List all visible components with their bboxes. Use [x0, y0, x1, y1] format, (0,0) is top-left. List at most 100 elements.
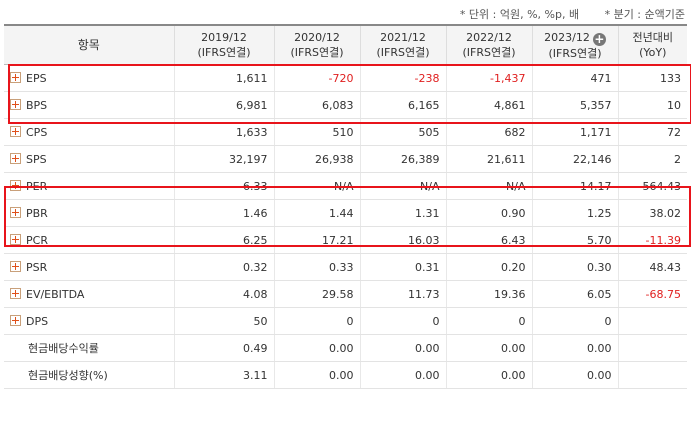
table-cell: 0.90 — [445, 199, 532, 227]
row-label[interactable]: PBR — [4, 199, 174, 227]
table-cell: 4.08 — [173, 280, 274, 308]
header-col-2019: 2019/12 (IFRS연결) — [173, 24, 274, 65]
header-col-2022: 2022/12 (IFRS연결) — [445, 24, 532, 65]
table-cell: 0.31 — [359, 253, 446, 281]
table-cell: N/A — [359, 172, 446, 200]
table-cell: 11.73 — [359, 280, 446, 308]
table-cell: 0.00 — [445, 334, 532, 362]
expand-plus-icon[interactable] — [10, 179, 21, 191]
table-row: PSR 0.32 0.33 0.31 0.20 0.30 48.43 — [4, 253, 687, 281]
row-label[interactable]: BPS — [4, 91, 174, 119]
table-cell: 48.43 — [617, 253, 687, 281]
table-cell: 0.49 — [173, 334, 274, 362]
expand-plus-icon[interactable] — [10, 98, 21, 110]
table-row: EPS 1,611 -720 -238 -1,437 471 133 — [4, 64, 687, 92]
row-label[interactable]: DPS — [4, 307, 174, 335]
table-cell: 2 — [617, 145, 687, 173]
expand-plus-icon[interactable] — [10, 152, 21, 164]
table-cell: 0.00 — [445, 361, 532, 389]
table-cell: 0 — [359, 307, 446, 335]
row-label-text: PER — [26, 179, 48, 193]
row-label[interactable]: PSR — [4, 253, 174, 281]
table-row: DPS 50 0 0 0 0 — [4, 307, 687, 335]
expand-plus-icon[interactable] — [10, 125, 21, 137]
table-cell: 3.11 — [173, 361, 274, 389]
row-label-text: 현금배당수익률 — [28, 342, 99, 355]
table-cell: 6,083 — [273, 91, 360, 119]
row-label[interactable]: PER — [4, 172, 174, 200]
table-cell: 1,171 — [531, 118, 618, 146]
table-cell: 1.31 — [359, 199, 446, 227]
table-cell: -720 — [273, 64, 360, 92]
table-cell: 26,938 — [273, 145, 360, 173]
table-cell: 26,389 — [359, 145, 446, 173]
row-label[interactable]: EV/EBITDA — [4, 280, 174, 308]
financial-ratio-table: 항목 2019/12 (IFRS연결) 2020/12 (IFRS연결) 2021/… — [4, 24, 687, 389]
table-cell: 38.02 — [617, 199, 687, 227]
table-cell: 19.36 — [445, 280, 532, 308]
expand-plus-icon[interactable] — [10, 260, 21, 272]
table-cell: 0.32 — [173, 253, 274, 281]
header-col-2023: 2023/12 + (IFRS연결) — [531, 24, 618, 65]
table-cell — [617, 334, 687, 362]
row-label: 현금배당수익률 — [4, 334, 174, 362]
table-cell: 6.05 — [531, 280, 618, 308]
table-cell: 6,165 — [359, 91, 446, 119]
expand-plus-icon[interactable] — [10, 287, 21, 299]
table-cell: -1,437 — [445, 64, 532, 92]
table-row: 현금배당성향(%) 3.11 0.00 0.00 0.00 0.00 — [4, 361, 687, 389]
expand-plus-icon[interactable] — [10, 233, 21, 245]
expand-plus-icon[interactable] — [10, 206, 21, 218]
table-cell: 5,357 — [531, 91, 618, 119]
table-cell: -68.75 — [617, 280, 687, 308]
table-cell: 0.00 — [531, 361, 618, 389]
row-label-text: DPS — [26, 314, 49, 328]
table-cell: 21,611 — [445, 145, 532, 173]
table-cell: 32,197 — [173, 145, 274, 173]
table-cell: 50 — [173, 307, 274, 335]
row-label-text: 현금배당성향(%) — [28, 369, 108, 382]
header-col-2020: 2020/12 (IFRS연결) — [273, 24, 360, 65]
table-cell: 0.20 — [445, 253, 532, 281]
table-row: PER 6.33 N/A N/A N/A 14.17 564.43 — [4, 172, 687, 200]
table-cell: N/A — [445, 172, 532, 200]
row-label-text: PBR — [26, 206, 48, 220]
table-cell: 0.30 — [531, 253, 618, 281]
table-cell: 564.43 — [617, 172, 687, 200]
table-cell: 29.58 — [273, 280, 360, 308]
table-cell: 0.33 — [273, 253, 360, 281]
row-label[interactable]: PCR — [4, 226, 174, 254]
table-row: BPS 6,981 6,083 6,165 4,861 5,357 10 — [4, 91, 687, 119]
expand-plus-icon[interactable] — [10, 314, 21, 326]
table-row: PCR 6.25 17.21 16.03 6.43 5.70 -11.39 — [4, 226, 687, 254]
row-label-text: PCR — [26, 233, 48, 247]
table-cell: 0.00 — [359, 361, 446, 389]
table-cell: 0 — [531, 307, 618, 335]
row-label[interactable]: EPS — [4, 64, 174, 92]
expand-columns-icon[interactable]: + — [592, 31, 606, 46]
table-cell: 0.00 — [273, 334, 360, 362]
table-cell: -238 — [359, 64, 446, 92]
table-cell: 510 — [273, 118, 360, 146]
table-cell: 0.00 — [531, 334, 618, 362]
table-cell: 0 — [273, 307, 360, 335]
table-row: SPS 32,197 26,938 26,389 21,611 22,146 2 — [4, 145, 687, 173]
table-cell: 14.17 — [531, 172, 618, 200]
table-cell: 0.00 — [273, 361, 360, 389]
table-row: EV/EBITDA 4.08 29.58 11.73 19.36 6.05 -68.75 — [4, 280, 687, 308]
table-cell: 10 — [617, 91, 687, 119]
table-notes: * 단위 : 억원, %, %p, 배 * 분기 : 순액기준 — [438, 6, 685, 22]
header-item: 항목 — [4, 24, 174, 65]
row-label: 현금배당성향(%) — [4, 361, 174, 389]
row-label-text: PSR — [26, 260, 48, 274]
row-label-text: BPS — [26, 98, 48, 112]
row-label-text: EV/EBITDA — [26, 287, 85, 301]
row-label-text: SPS — [26, 152, 47, 166]
row-label[interactable]: CPS — [4, 118, 174, 146]
table-cell: 1,633 — [173, 118, 274, 146]
table-cell: 5.70 — [531, 226, 618, 254]
table-cell: 1.25 — [531, 199, 618, 227]
row-label[interactable]: SPS — [4, 145, 174, 173]
table-cell: 6.43 — [445, 226, 532, 254]
expand-plus-icon[interactable] — [10, 71, 21, 83]
